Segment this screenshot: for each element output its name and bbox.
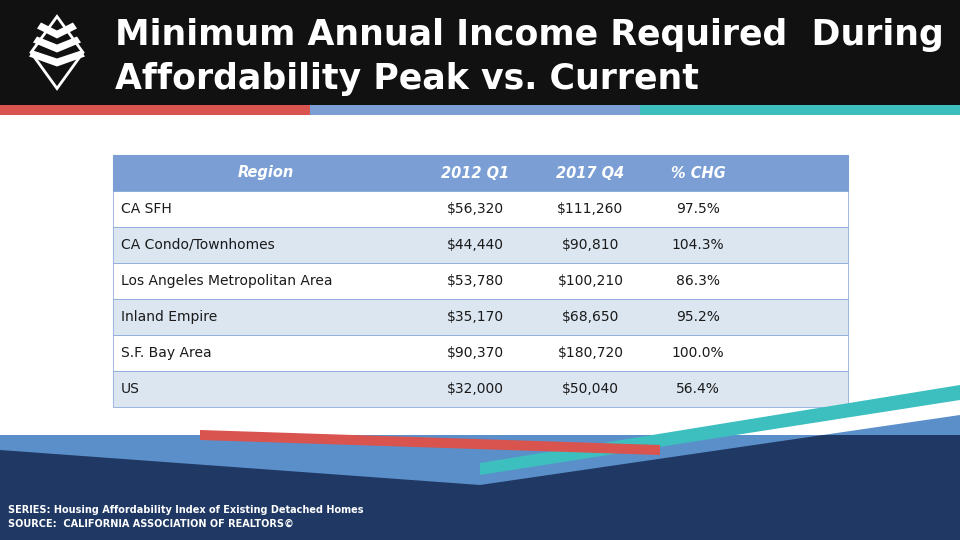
Text: $50,040: $50,040 xyxy=(562,382,619,396)
Bar xyxy=(113,227,848,263)
Text: $32,000: $32,000 xyxy=(447,382,504,396)
Text: 104.3%: 104.3% xyxy=(672,238,724,252)
Text: % CHG: % CHG xyxy=(671,165,726,180)
Text: Inland Empire: Inland Empire xyxy=(121,310,217,324)
Polygon shape xyxy=(33,37,81,52)
Text: Affordability Peak vs. Current: Affordability Peak vs. Current xyxy=(115,62,699,96)
Text: SOURCE:  CALIFORNIA ASSOCIATION OF REALTORS©: SOURCE: CALIFORNIA ASSOCIATION OF REALTO… xyxy=(8,519,294,529)
Text: $56,320: $56,320 xyxy=(447,202,504,216)
Bar xyxy=(113,191,848,227)
Text: SERIES: Housing Affordability Index of Existing Detached Homes: SERIES: Housing Affordability Index of E… xyxy=(8,505,364,515)
Text: $90,370: $90,370 xyxy=(447,346,504,360)
Text: Region: Region xyxy=(237,165,294,180)
Text: $44,440: $44,440 xyxy=(447,238,504,252)
Text: 2012 Q1: 2012 Q1 xyxy=(442,165,510,180)
Text: 97.5%: 97.5% xyxy=(676,202,720,216)
Text: $111,260: $111,260 xyxy=(558,202,624,216)
Bar xyxy=(113,371,848,407)
Text: Minimum Annual Income Required  During: Minimum Annual Income Required During xyxy=(115,18,944,52)
Text: S.F. Bay Area: S.F. Bay Area xyxy=(121,346,211,360)
Polygon shape xyxy=(29,51,85,66)
Bar xyxy=(0,0,960,105)
Text: $53,780: $53,780 xyxy=(447,274,504,288)
Bar xyxy=(113,263,848,299)
Text: US: US xyxy=(121,382,140,396)
Bar xyxy=(0,435,960,540)
Polygon shape xyxy=(480,385,960,475)
Polygon shape xyxy=(37,23,77,38)
Text: 100.0%: 100.0% xyxy=(672,346,724,360)
Text: $180,720: $180,720 xyxy=(558,346,623,360)
Text: $90,810: $90,810 xyxy=(562,238,619,252)
Polygon shape xyxy=(0,415,960,485)
Text: Los Angeles Metropolitan Area: Los Angeles Metropolitan Area xyxy=(121,274,332,288)
Bar xyxy=(113,299,848,335)
Text: 56.4%: 56.4% xyxy=(676,382,720,396)
Bar xyxy=(310,105,640,115)
Bar xyxy=(113,335,848,371)
Bar xyxy=(0,105,310,115)
Text: $100,210: $100,210 xyxy=(558,274,623,288)
Polygon shape xyxy=(200,430,660,455)
Text: 86.3%: 86.3% xyxy=(676,274,720,288)
Text: 2017 Q4: 2017 Q4 xyxy=(557,165,625,180)
Polygon shape xyxy=(31,17,83,89)
Text: $68,650: $68,650 xyxy=(562,310,619,324)
Bar xyxy=(113,155,848,191)
Text: CA Condo/Townhomes: CA Condo/Townhomes xyxy=(121,238,275,252)
Text: $35,170: $35,170 xyxy=(447,310,504,324)
Text: 95.2%: 95.2% xyxy=(676,310,720,324)
Bar xyxy=(640,105,960,115)
Text: CA SFH: CA SFH xyxy=(121,202,172,216)
